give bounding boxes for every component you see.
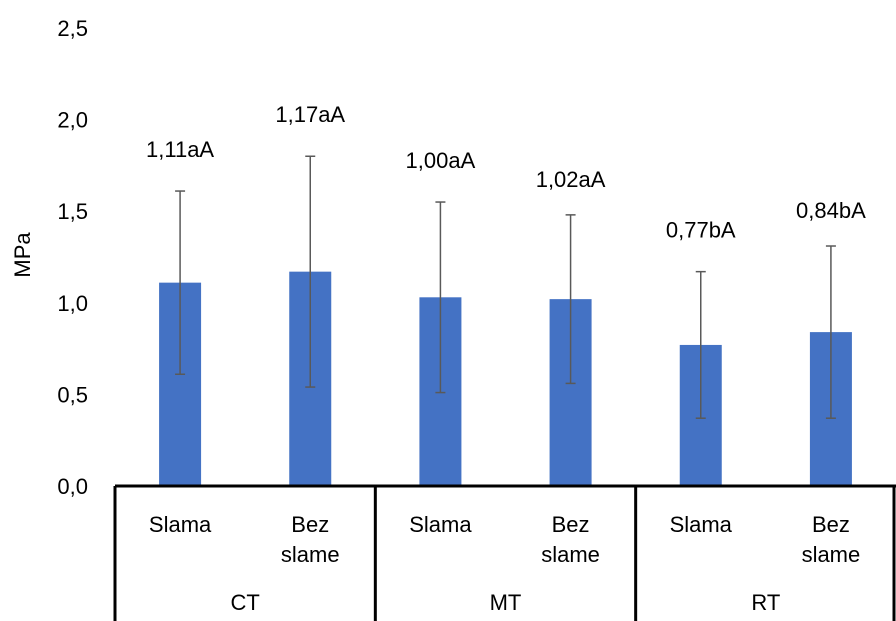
data-label: 1,11aA: [146, 137, 214, 162]
y-tick-label: 2,0: [57, 108, 88, 133]
y-tick-label: 2,5: [57, 16, 88, 41]
y-tick-label: 0,0: [57, 474, 88, 499]
y-axis-ticks: 0,0 0,5 1,0 1,5 2,0 2,5: [57, 16, 88, 499]
error-bars: [175, 155, 836, 419]
x-axis-categories: Slama Bez slame Slama Bez slame Slama Bez slame: [149, 512, 860, 567]
data-label: 1,00aA: [406, 148, 476, 173]
error-bar: [435, 201, 446, 394]
x-axis-groups: CT MT RT: [231, 590, 781, 615]
x-group-label: MT: [490, 590, 522, 615]
error-bar: [305, 155, 316, 388]
y-tick-label: 1,0: [57, 291, 88, 316]
x-tick-label: Bez slame: [541, 512, 600, 567]
data-label: 1,17aA: [275, 102, 345, 127]
data-label: 1,02aA: [536, 167, 606, 192]
y-axis-label: MPa: [10, 232, 35, 278]
x-tick-label: Slama: [409, 512, 472, 537]
x-group-label: CT: [231, 590, 260, 615]
error-bar: [825, 245, 836, 419]
x-tick-label: Bez slame: [281, 512, 340, 567]
data-label: 0,77bA: [666, 218, 736, 243]
data-label: 0,84bA: [796, 198, 866, 223]
x-tick-label: Bez slame: [802, 512, 861, 567]
error-bar: [565, 214, 576, 385]
x-axis: [113, 484, 896, 621]
bars: [159, 271, 852, 486]
x-group-label: RT: [751, 590, 780, 615]
y-tick-label: 1,5: [57, 199, 88, 224]
y-tick-label: 0,5: [57, 382, 88, 407]
x-tick-label: Slama: [149, 512, 212, 537]
error-bar: [695, 270, 706, 419]
data-labels: 1,11aA 1,17aA 1,00aA 1,02aA 0,77bA 0,84bA: [146, 102, 866, 242]
error-bar: [175, 190, 186, 375]
x-tick-label: Slama: [670, 512, 733, 537]
